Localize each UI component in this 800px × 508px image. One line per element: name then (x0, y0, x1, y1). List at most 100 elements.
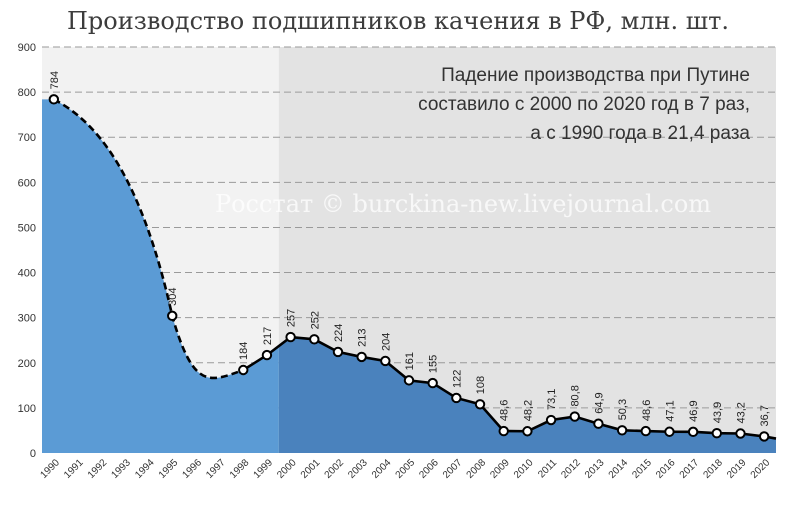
data-label: 257 (286, 309, 298, 327)
data-label: 224 (333, 324, 345, 342)
x-tick-label: 1994 (133, 457, 157, 481)
x-tick-label: 1993 (109, 457, 133, 481)
interpolated-trend-line (53, 98, 244, 380)
data-label: 217 (262, 327, 274, 345)
x-tick-label: 2005 (394, 457, 418, 481)
x-tick-label: 2017 (678, 457, 702, 481)
data-label: 73,1 (546, 389, 558, 410)
x-tick-label: 1997 (204, 457, 228, 481)
data-point (167, 310, 178, 322)
data-point (427, 377, 438, 389)
data-point (545, 414, 557, 426)
x-tick-label: 2018 (701, 457, 725, 481)
x-tick-label: 2012 (559, 457, 583, 481)
data-point (687, 426, 699, 438)
data-point (309, 334, 320, 345)
data-point (474, 399, 486, 410)
data-point (498, 425, 509, 437)
x-tick-label: 2009 (488, 457, 512, 481)
data-point (285, 331, 296, 343)
y-tick-label: 300 (18, 313, 36, 325)
data-point (664, 426, 675, 437)
data-label: 43,2 (735, 402, 747, 423)
y-tick-label: 600 (18, 177, 36, 189)
data-label: 161 (404, 352, 416, 370)
x-tick-label: 2007 (441, 457, 465, 481)
data-point (238, 364, 249, 376)
chart-title: Производство подшипников качения в РФ, м… (67, 7, 729, 35)
x-tick-label: 2011 (536, 457, 559, 480)
y-tick-label: 900 (18, 42, 36, 54)
data-point (380, 355, 391, 367)
x-tick-label: 2019 (725, 457, 749, 481)
data-label: 48,2 (522, 400, 534, 421)
x-tick-label: 2004 (370, 457, 394, 481)
x-tick-label: 1992 (86, 457, 110, 481)
area-fill-shaded-period (278, 337, 776, 453)
x-tick-label: 2006 (417, 457, 441, 481)
data-point (640, 425, 651, 437)
x-tick-label: 1990 (38, 457, 62, 481)
data-label: 122 (451, 370, 463, 388)
data-label: 64,9 (593, 392, 605, 413)
x-tick-label: 2014 (607, 457, 631, 481)
data-label: 48,6 (499, 400, 511, 421)
data-label: 184 (238, 342, 250, 360)
data-point (593, 418, 604, 429)
data-label: 784 (49, 71, 61, 89)
x-tick-label: 2003 (346, 457, 370, 481)
data-label: 47,1 (664, 400, 676, 421)
data-point (332, 346, 344, 358)
watermark-text: Росстат © burckina-new.livejournal.com (215, 190, 711, 218)
x-tick-label: 2015 (630, 457, 654, 481)
annotation-line: составило с 2000 по 2020 год в 7 раз, (418, 94, 750, 115)
annotation-line: а с 1990 года в 21,4 раза (530, 123, 750, 144)
data-point (522, 426, 533, 437)
y-tick-label: 500 (18, 222, 36, 234)
x-tick-label: 1998 (228, 457, 252, 481)
data-label: 46,9 (688, 400, 700, 421)
data-point (616, 425, 628, 436)
x-tick-label: 1991 (62, 457, 86, 481)
data-label: 304 (167, 288, 179, 306)
x-tick-label: 2001 (299, 457, 323, 481)
x-tick-label: 2000 (275, 457, 299, 481)
y-tick-label: 400 (18, 268, 36, 280)
y-tick-label: 200 (18, 358, 36, 370)
x-tick-label: 2010 (512, 457, 536, 481)
x-tick-label: 2013 (583, 457, 607, 481)
data-point (569, 411, 580, 422)
data-label: 204 (380, 333, 392, 351)
data-point (735, 428, 746, 439)
data-label: 48,6 (641, 400, 653, 421)
x-tick-label: 2016 (654, 457, 678, 481)
x-tick-label: 1995 (157, 457, 181, 481)
data-label: 252 (309, 311, 321, 329)
data-point (758, 431, 770, 442)
x-tick-label: 1999 (252, 457, 276, 481)
y-tick-label: 800 (18, 87, 36, 99)
data-label: 155 (428, 355, 440, 373)
x-tick-label: 2020 (749, 457, 773, 481)
data-point (261, 349, 273, 361)
data-label: 36,7 (759, 405, 771, 426)
data-label: 80,8 (570, 385, 582, 406)
y-tick-label: 700 (18, 132, 36, 144)
data-point (48, 94, 60, 105)
data-label: 50,3 (617, 399, 629, 420)
y-tick-label: 100 (18, 403, 36, 415)
x-tick-label: 2002 (323, 457, 347, 481)
x-tick-label: 1996 (181, 457, 205, 481)
y-tick-label: 0 (30, 448, 36, 460)
data-point (403, 375, 415, 386)
data-label: 108 (475, 376, 487, 394)
data-point (356, 351, 367, 363)
data-label: 43,9 (712, 402, 724, 423)
data-point (451, 392, 462, 404)
area-fill-before (42, 99, 279, 453)
data-label: 213 (357, 329, 369, 347)
data-point (711, 427, 723, 439)
annotation-line: Падение производства при Путине (441, 65, 750, 86)
x-tick-label: 2008 (465, 457, 489, 481)
